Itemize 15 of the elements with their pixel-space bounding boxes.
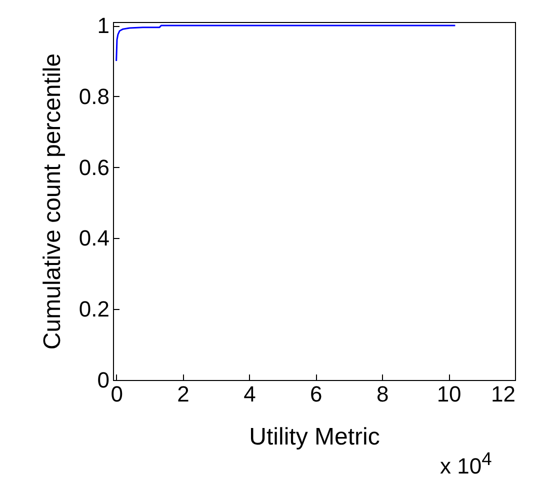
y-tick-label: 0.8 [78, 84, 110, 109]
y-tick-label: 1 [97, 13, 110, 38]
x-axis-title: Utility Metric [249, 424, 380, 450]
x-tick-label: 8 [376, 382, 389, 406]
text: x 10$^{4}$ [440, 448, 492, 480]
x-tick-label: 6 [310, 382, 322, 406]
x-tick-label: 2 [177, 382, 190, 406]
y-tick-label: 0.6 [78, 154, 110, 180]
x-tick-label: 10 [436, 382, 462, 406]
y-tick-label: 0.4 [78, 226, 110, 251]
y-tick-label: 0.2 [78, 296, 110, 322]
y-axis-title: Cumulative count percentile [38, 53, 66, 350]
x-tick-label: 12 [491, 382, 516, 406]
x-tick-label: 4 [244, 382, 256, 406]
line-series [116, 24, 456, 62]
